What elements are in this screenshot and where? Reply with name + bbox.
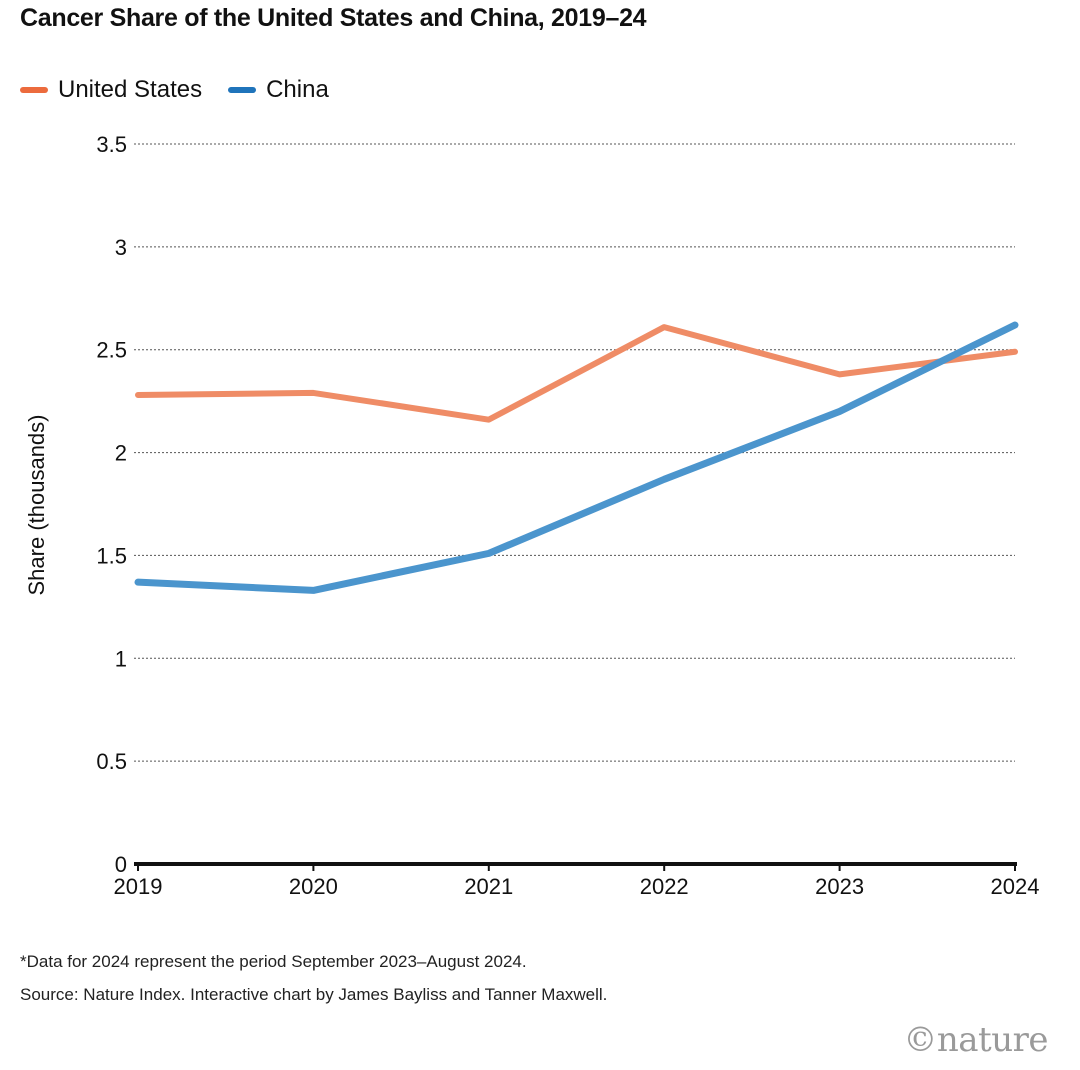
x-axis <box>134 862 1017 871</box>
legend-label-united-states: United States <box>58 76 203 103</box>
y-axis-label: Share (thousands) <box>24 415 49 596</box>
chart-title: Cancer Share of the United States and Ch… <box>20 4 647 32</box>
y-tick-label: 1.5 <box>96 543 127 568</box>
legend-item-united-states: United States <box>20 76 202 104</box>
y-tick-label: 3 <box>115 235 127 260</box>
footnote: *Data for 2024 represent the period Sept… <box>20 952 527 971</box>
series-line-china <box>134 321 1019 594</box>
x-tick-label: 2023 <box>815 874 864 899</box>
legend-label-china: China <box>266 76 329 103</box>
legend-swatch-china <box>228 87 257 93</box>
nature-logo: ©nature <box>903 1020 1048 1060</box>
y-tick-label: 1 <box>115 646 127 671</box>
source-note: Source: Nature Index. Interactive chart … <box>20 985 608 1004</box>
legend: United States China <box>20 76 355 104</box>
y-tick-label: 2 <box>115 441 127 466</box>
x-tick-label: 2021 <box>464 874 513 899</box>
x-axis-tick-labels: 2019 2020 2021 2022 2023 2024 <box>114 874 1040 899</box>
y-tick-label: 0.5 <box>96 749 127 774</box>
legend-item-china: China <box>228 76 329 104</box>
x-tick-label: 2020 <box>289 874 338 899</box>
x-tick-label: 2022 <box>640 874 689 899</box>
y-tick-label: 0 <box>115 852 127 877</box>
y-tick-label: 2.5 <box>96 338 127 363</box>
series-line-united-states <box>135 324 1018 423</box>
y-axis-tick-labels: 0 0.5 1 1.5 2 2.5 3 3.5 <box>96 132 127 877</box>
y-tick-label: 3.5 <box>96 132 127 157</box>
legend-swatch-united-states <box>20 87 48 93</box>
x-tick-label: 2024 <box>991 874 1040 899</box>
gridlines <box>134 143 1015 762</box>
x-tick-label: 2019 <box>114 874 163 899</box>
series-lines <box>134 321 1019 594</box>
